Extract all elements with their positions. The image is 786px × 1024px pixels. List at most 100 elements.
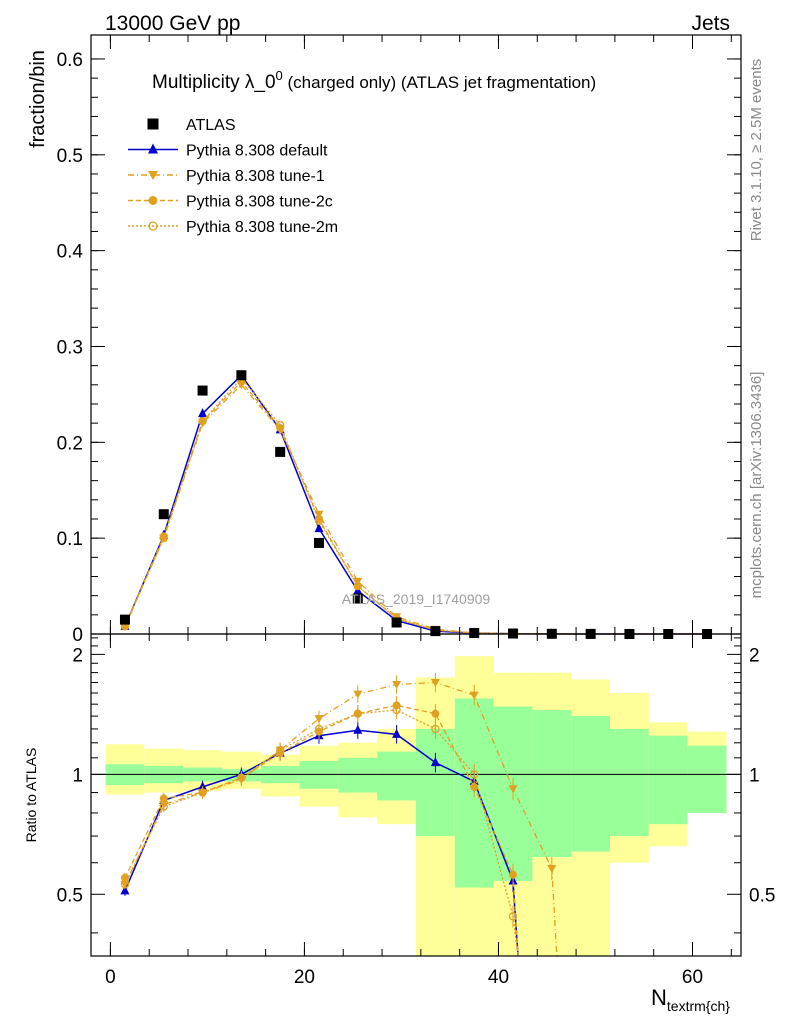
chart-title-main: Multiplicity λ_0: [152, 72, 276, 93]
ratio-point-tune2m-7: [392, 705, 401, 715]
ratio-point-tune2m-6: [353, 709, 362, 718]
point-default-5: [314, 523, 324, 533]
ratio-point-tune2m-1: [159, 802, 168, 811]
band-inner: [338, 757, 378, 793]
ratio-point-default-7: [392, 728, 402, 738]
y-tick-label: 0.3: [57, 337, 83, 358]
x-tick-label: 20: [294, 967, 315, 988]
band-inner: [299, 761, 339, 789]
ratio-point-tune2m-9: [470, 770, 479, 779]
band-inner: [571, 716, 611, 852]
point-data-0: [119, 614, 130, 625]
series-line-tune2m: [124, 377, 708, 635]
ratio-point-default-0: [120, 885, 130, 895]
legend-label-default: Pythia 8.308 default: [186, 143, 328, 160]
ratio-y-tick-label: 2: [72, 645, 83, 666]
x-tick-label: 0: [105, 967, 116, 988]
ratio-panel: 0.5 0.51 12 20 20 40 60 Ratio to ATLAS Ntextrm…: [23, 633, 775, 1014]
band-inner: [687, 745, 727, 813]
ratio-point-tune2m-2: [198, 788, 207, 797]
point-data-6: [352, 593, 363, 604]
x-axis-label: Ntextrm{ch}: [651, 985, 730, 1014]
side-version-label: Rivet 3.1.10, ≥ 2.5M events: [748, 59, 765, 242]
x-tick-label: 40: [488, 967, 509, 988]
chart-title-rest: (charged only) (ATLAS jet fragmentation): [283, 73, 596, 92]
ratio-point-tune1-6: [353, 690, 363, 699]
point-data-2: [197, 385, 208, 396]
ratio-point-tune2m-10: [508, 912, 518, 921]
point-tune2m-4: [276, 420, 285, 430]
point-tune2c-1: [159, 532, 168, 541]
ratio-point-tune2m-3: [237, 773, 246, 782]
ratio-frame: [90, 633, 742, 957]
band-inner: [416, 728, 455, 837]
x-axis-label-sub: textrm{ch}: [667, 998, 730, 1014]
ratio-point-tune2c-8: [431, 709, 440, 718]
ratio-point-default-8: [430, 757, 440, 767]
header-right: Jets: [691, 12, 730, 35]
y-tick-label: 0.5: [57, 146, 83, 167]
point-data-5: [313, 537, 324, 548]
ratio-point-tune1-10: [508, 785, 518, 794]
legend-label-data: ATLAS: [186, 117, 236, 134]
legend-label-tune1: Pythia 8.308 tune-1: [186, 168, 325, 185]
y-tick-label: 0.4: [57, 242, 84, 263]
point-data-4: [275, 446, 286, 457]
ratio-point-tune2c-9: [470, 782, 479, 791]
band-inner: [377, 751, 416, 801]
ratio-point-tune1-11: [547, 865, 557, 874]
point-tune2c-2: [198, 417, 207, 426]
legend-label-tune2m: Pythia 8.308 tune-2m: [186, 219, 338, 236]
ratio-line-tune2c: [124, 704, 519, 957]
x-tick-label: 60: [682, 967, 703, 988]
y-tick-label: 0.2: [57, 433, 83, 454]
ratio-y-tick-label-right: 0.5: [749, 885, 775, 906]
point-tune2m-6: [353, 581, 362, 591]
point-tune1-6: [353, 577, 363, 586]
point-data-7: [391, 617, 402, 628]
ratio-point-tune1-9: [469, 691, 479, 700]
band-inner: [532, 710, 572, 858]
legend-marker-default: [148, 143, 158, 154]
ratio-point-tune2m-4: [276, 745, 285, 755]
legend-marker-tune1: [148, 171, 158, 180]
y-tick-label: 0.1: [57, 529, 83, 550]
ratio-line-tune2m: [124, 709, 519, 957]
y-axis-label-main: fraction/bin: [27, 50, 49, 148]
chart-title-sup: 0: [276, 68, 283, 83]
point-tune2m-5: [314, 516, 324, 526]
legend-marker-tune2c: [148, 196, 158, 205]
side-source-label: mcplots.cern.ch [arXiv:1306.3436]: [748, 372, 765, 599]
ratio-point-tune1-7: [392, 681, 402, 690]
band-inner: [610, 728, 649, 837]
ratio-point-tune2c-1: [159, 794, 168, 803]
header-left: 13000 GeV pp: [105, 12, 240, 35]
ratio-point-tune1-8: [430, 679, 440, 688]
ratio-point-tune1-5: [314, 715, 324, 724]
legend-marker-data: [147, 118, 159, 130]
ratio-point-default-2: [198, 781, 208, 791]
y-tick-label: 0: [72, 625, 83, 646]
point-data-9: [469, 628, 480, 639]
point-data-1: [158, 509, 169, 520]
ratio-y-tick-label-right: 2: [749, 645, 760, 666]
ratio-point-tune2c-10: [509, 870, 518, 879]
ratio-point-tune2m-5: [314, 724, 324, 734]
watermark: ATLAS_2019_I1740909: [342, 591, 491, 607]
point-data-8: [430, 626, 441, 637]
legend: ATLAS Pythia 8.308 default Pythia 8.308 tu…: [128, 117, 338, 236]
point-tune2m-2: [198, 417, 207, 426]
ratio-y-tick-label: 1: [72, 765, 83, 786]
point-default-2: [198, 408, 208, 418]
y-axis-label-ratio: Ratio to ATLAS: [23, 748, 39, 843]
ratio-y-tick-label: 0.5: [57, 885, 83, 906]
x-axis-label-main: N: [651, 985, 667, 1010]
legend-marker-tune2m: [148, 221, 158, 231]
legend-label-tune2c: Pythia 8.308 tune-2c: [186, 194, 333, 211]
ratio-point-default-6: [353, 724, 363, 734]
main-panel: 00.10.20.30.40.50.6 ATLAS_2019_I1740909 …: [27, 34, 742, 646]
ratio-point-tune2m-8: [431, 724, 440, 734]
ratio-y-tick-label-right: 1: [749, 765, 760, 786]
point-data-3: [236, 370, 247, 381]
